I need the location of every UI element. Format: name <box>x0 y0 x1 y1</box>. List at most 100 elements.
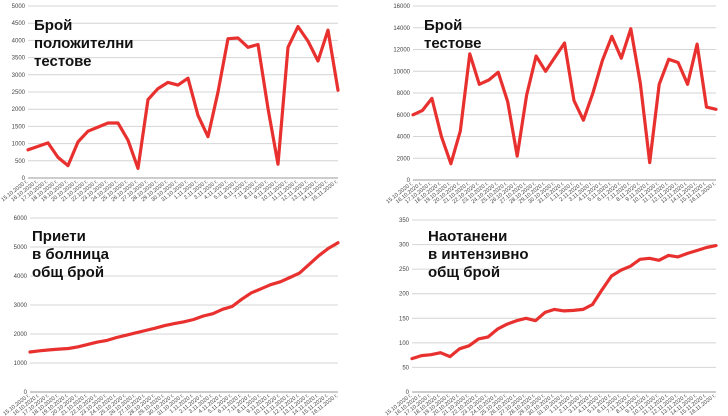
data-point <box>317 254 320 257</box>
data-point <box>202 315 205 317</box>
data-point <box>544 311 546 314</box>
gridlines <box>28 5 338 179</box>
data-point <box>58 348 60 350</box>
data-point <box>601 59 604 62</box>
data-point <box>516 155 518 157</box>
y-tick-label: 6000 <box>14 216 28 222</box>
data-point <box>639 82 642 85</box>
data-point <box>240 298 243 300</box>
y-tick-label: 5000 <box>14 245 28 251</box>
chart-positive-tests-title: Брой положителни тестове <box>34 17 134 70</box>
data-point <box>125 334 128 336</box>
data-point <box>217 91 219 93</box>
data-point <box>449 355 451 358</box>
data-point <box>686 252 689 255</box>
data-point <box>677 256 679 258</box>
data-point <box>297 25 299 28</box>
y-tick-label: 0 <box>24 390 28 396</box>
series-line <box>26 25 340 170</box>
data-point <box>639 258 641 261</box>
y-tick-label: 3500 <box>12 56 26 62</box>
data-point <box>260 287 262 290</box>
y-tick-label: 350 <box>399 218 410 224</box>
data-point <box>648 161 651 164</box>
data-point <box>250 292 253 294</box>
chart-tests-title: Брой тестове <box>424 17 482 52</box>
data-point <box>192 318 195 321</box>
data-point <box>144 329 147 332</box>
y-tick-label: 500 <box>15 159 26 165</box>
data-point <box>221 308 224 311</box>
data-point <box>57 156 59 159</box>
data-point <box>267 107 269 110</box>
data-point <box>187 77 189 80</box>
data-point <box>686 83 689 86</box>
data-point <box>458 347 461 350</box>
y-tick-label: 0 <box>22 176 26 182</box>
data-point <box>38 350 41 352</box>
y-tick-label: 4000 <box>397 135 411 141</box>
data-point <box>715 244 717 247</box>
y-tick-label: 4000 <box>12 38 26 44</box>
chart-tests: 0 2000 4000 6000 8000 10000 12000 14000 16000 15.… <box>376 0 728 208</box>
data-point <box>167 81 169 84</box>
chart-icu-title: Наотанени в интензивно общ брой <box>428 228 529 281</box>
data-point <box>279 281 282 283</box>
y-tick-label: 16000 <box>393 4 410 10</box>
data-point <box>107 122 109 124</box>
y-tick-label: 300 <box>399 243 410 249</box>
data-point <box>277 163 279 166</box>
data-point <box>677 61 679 64</box>
data-point <box>183 321 185 323</box>
data-point <box>154 327 156 329</box>
data-point <box>237 37 239 39</box>
data-point <box>534 319 537 322</box>
y-tick-label: 150 <box>399 316 410 322</box>
data-point <box>487 79 490 81</box>
data-point <box>77 345 79 348</box>
y-tick-label: 2000 <box>397 156 411 162</box>
data-point <box>468 345 470 347</box>
data-point <box>47 142 49 144</box>
data-point <box>411 357 413 360</box>
data-point <box>582 308 584 311</box>
data-point <box>117 122 119 124</box>
y-tick-label: 6000 <box>397 113 411 119</box>
data-point <box>554 56 556 58</box>
data-point <box>147 98 149 101</box>
data-point <box>497 71 500 74</box>
data-point <box>620 269 622 271</box>
data-point <box>67 347 70 350</box>
data-point <box>87 130 89 133</box>
data-point <box>307 40 309 42</box>
data-point <box>197 114 199 117</box>
y-tick-label: 3000 <box>12 73 26 79</box>
data-point <box>308 263 310 266</box>
y-tick-label: 100 <box>399 341 410 347</box>
y-tick-label: 2000 <box>12 107 26 113</box>
data-point <box>496 328 499 330</box>
data-point <box>67 164 69 167</box>
data-point <box>269 283 272 286</box>
data-point <box>106 339 108 342</box>
data-point <box>289 276 291 279</box>
y-tick-label: 1000 <box>12 142 26 148</box>
data-point <box>77 141 79 143</box>
data-point <box>29 351 31 353</box>
y-tick-label: 4500 <box>12 21 26 27</box>
data-point <box>715 108 717 111</box>
data-point <box>553 308 556 311</box>
data-point <box>135 332 137 334</box>
data-point <box>48 349 51 351</box>
data-point <box>337 241 339 244</box>
data-point <box>163 324 166 327</box>
data-point <box>658 259 660 262</box>
data-point <box>667 58 670 61</box>
data-point <box>430 353 432 356</box>
data-point <box>563 42 566 44</box>
data-point <box>287 46 289 49</box>
y-tick-label: 12000 <box>393 48 410 54</box>
data-point <box>592 92 594 94</box>
data-point <box>137 167 139 170</box>
